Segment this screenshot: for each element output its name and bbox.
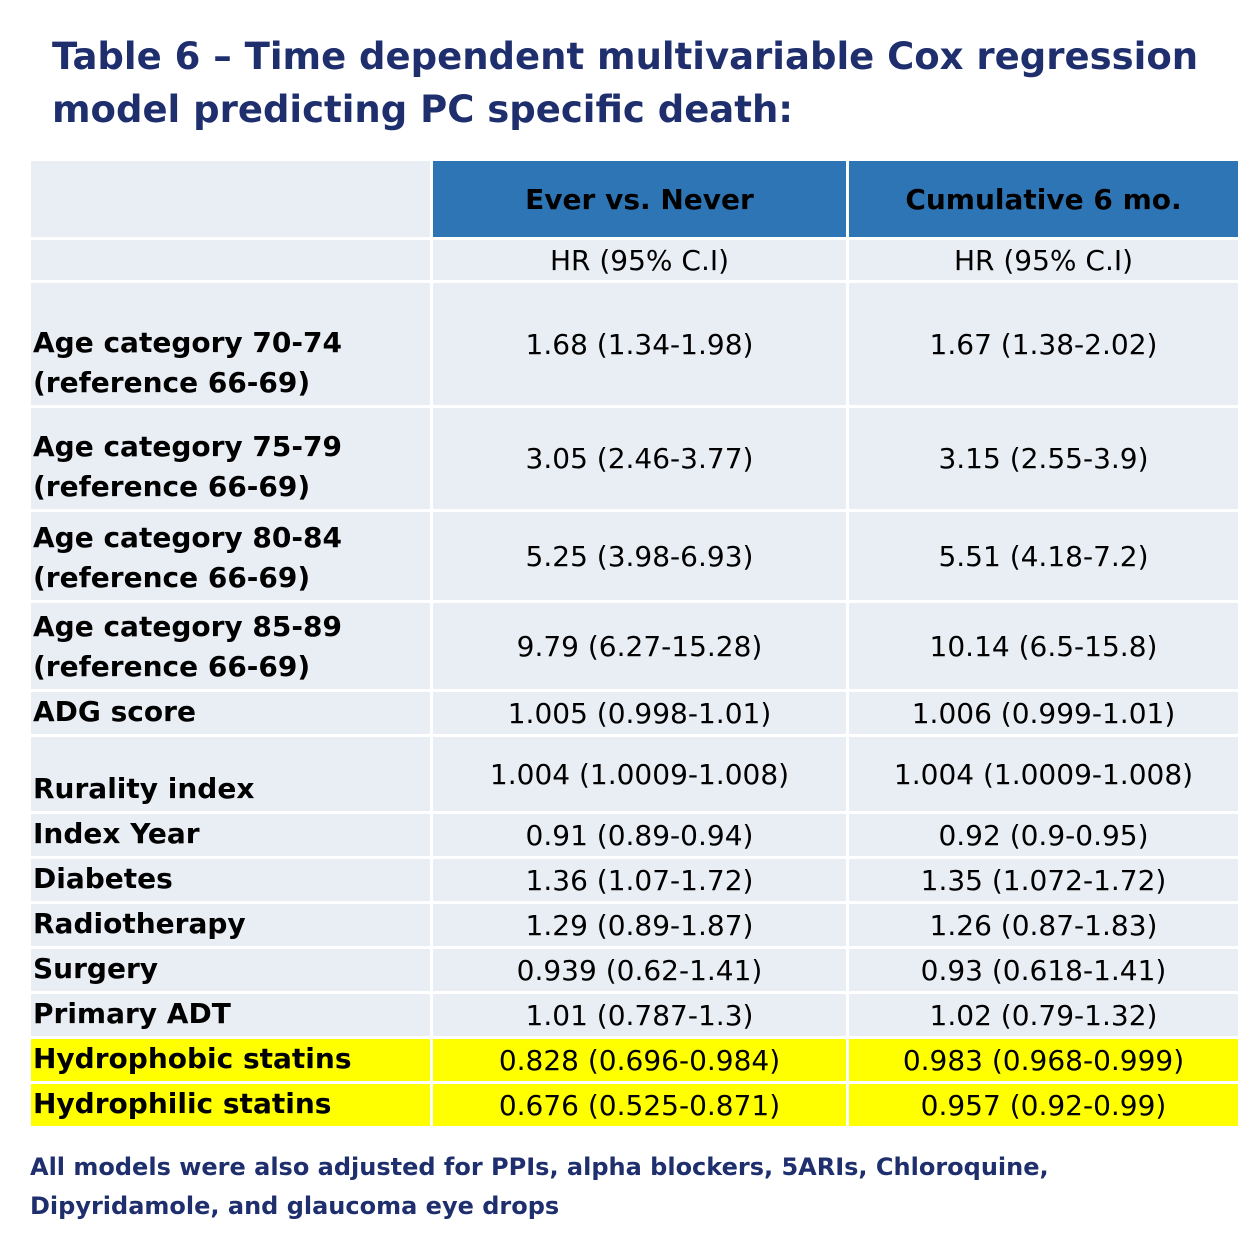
cell-value: 1.36 (1.07-1.72) [430, 856, 849, 904]
cell-value: 1.67 (1.38-2.02) [846, 280, 1241, 408]
table-row: Age category 75-79 (reference 66-69) 3.05… [28, 405, 1241, 512]
subheader: HR (95% C.I) [430, 237, 849, 283]
cell-value: 1.01 (0.787-1.3) [430, 991, 849, 1039]
table-row: Primary ADT 1.01 (0.787-1.3) 1.02 (0.79-1.… [28, 991, 1241, 1039]
row-label: Rurality index [28, 734, 433, 814]
row-label: Age category 80-84 (reference 66-69) [28, 509, 433, 603]
row-label: ADG score [28, 689, 433, 737]
row-label: Age category 75-79 (reference 66-69) [28, 405, 433, 512]
table-row: Surgery 0.939 (0.62-1.41) 0.93 (0.618-1.41… [28, 946, 1241, 994]
cell-value: 0.676 (0.525-0.871) [430, 1081, 849, 1129]
cell-value: 0.91 (0.89-0.94) [430, 811, 849, 859]
cell-value: 3.05 (2.46-3.77) [430, 405, 849, 512]
table-row: Rurality index 1.004 (1.0009-1.008) 1.004 … [28, 734, 1241, 814]
subheader-row: HR (95% C.I) HR (95% C.I) [28, 237, 1241, 283]
corner-cell [28, 158, 433, 240]
row-label: Age category 85-89 (reference 66-69) [28, 600, 433, 692]
table-row: Index Year 0.91 (0.89-0.94) 0.92 (0.9-0.95… [28, 811, 1241, 859]
column-header: Cumulative 6 mo. [846, 158, 1241, 240]
row-label: Primary ADT [28, 991, 433, 1039]
row-label: Radiotherapy [28, 901, 433, 949]
corner-cell [28, 237, 433, 283]
title: Table 6 – Time dependent multivariable C… [52, 35, 1199, 131]
cell-value: 3.15 (2.55-3.9) [846, 405, 1241, 512]
table-row: Hydrophilic statins 0.676 (0.525-0.871) 0.… [28, 1081, 1241, 1129]
row-label: Diabetes [28, 856, 433, 904]
cell-value: 1.02 (0.79-1.32) [846, 991, 1241, 1039]
cell-value: 1.29 (0.89-1.87) [430, 901, 849, 949]
footnote: All models were also adjusted for PPIs, … [30, 1153, 1049, 1220]
row-label: Hydrophobic statins [28, 1036, 433, 1084]
row-label: Surgery [28, 946, 433, 994]
row-label: Index Year [28, 811, 433, 859]
cell-value: 1.005 (0.998-1.01) [430, 689, 849, 737]
cell-value: 10.14 (6.5-15.8) [846, 600, 1241, 692]
cell-value: 1.35 (1.072-1.72) [846, 856, 1241, 904]
table-row: Hydrophobic statins 0.828 (0.696-0.984) 0.… [28, 1036, 1241, 1084]
table-row: Age category 80-84 (reference 66-69) 5.25… [28, 509, 1241, 603]
cell-value: 1.004 (1.0009-1.008) [430, 734, 849, 814]
row-label: Hydrophilic statins [28, 1081, 433, 1129]
header-row: Ever vs. Never Cumulative 6 mo. [28, 158, 1241, 240]
cell-value: 0.828 (0.696-0.984) [430, 1036, 849, 1084]
table-row: ADG score 1.005 (0.998-1.01) 1.006 (0.999-… [28, 689, 1241, 737]
table-row: Radiotherapy 1.29 (0.89-1.87) 1.26 (0.87-1… [28, 901, 1241, 949]
cell-value: 0.93 (0.618-1.41) [846, 946, 1241, 994]
cell-value: 1.26 (0.87-1.83) [846, 901, 1241, 949]
table-body: Age category 70-74 (reference 66-69) 1.68… [28, 280, 1241, 1129]
cell-value: 1.68 (1.34-1.98) [430, 280, 849, 408]
cell-value: 1.004 (1.0009-1.008) [846, 734, 1241, 814]
column-header: Ever vs. Never [430, 158, 849, 240]
cell-value: 9.79 (6.27-15.28) [430, 600, 849, 692]
row-label: Age category 70-74 (reference 66-69) [28, 280, 433, 408]
cell-value: 1.006 (0.999-1.01) [846, 689, 1241, 737]
cell-value: 0.983 (0.968-0.999) [846, 1036, 1241, 1084]
cell-value: 5.25 (3.98-6.93) [430, 509, 849, 603]
cell-value: 0.939 (0.62-1.41) [430, 946, 849, 994]
cell-value: 0.957 (0.92-0.99) [846, 1081, 1241, 1129]
results-table: Ever vs. Never Cumulative 6 mo. HR (95% … [28, 158, 1241, 1129]
cell-value: 0.92 (0.9-0.95) [846, 811, 1241, 859]
table-row: Diabetes 1.36 (1.07-1.72) 1.35 (1.072-1.72… [28, 856, 1241, 904]
subheader: HR (95% C.I) [846, 237, 1241, 283]
cell-value: 5.51 (4.18-7.2) [846, 509, 1241, 603]
table-row: Age category 70-74 (reference 66-69) 1.68… [28, 280, 1241, 408]
table-row: Age category 85-89 (reference 66-69) 9.79… [28, 600, 1241, 692]
